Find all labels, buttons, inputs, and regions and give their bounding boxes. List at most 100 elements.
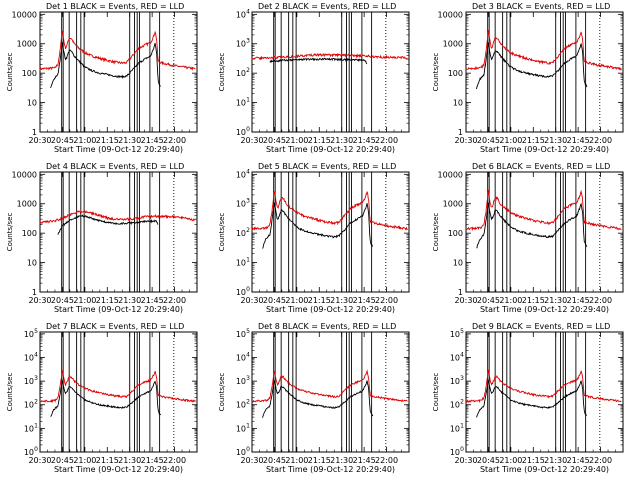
lld-series-line [39, 209, 196, 225]
svg-text:5: 5 [34, 328, 38, 335]
x-tick-label: 21:15 [308, 296, 331, 305]
plot-frame [251, 171, 410, 293]
svg-text:10: 10 [236, 229, 246, 238]
x-tick-label: 21:45 [353, 456, 376, 465]
x-axis-label: Start Time (09-Oct-12 20:29:40) [266, 465, 395, 474]
y-tick-label: 10000 [12, 170, 37, 179]
plot-frame [251, 331, 410, 453]
svg-text:0: 0 [34, 446, 38, 453]
x-tick-label: 21:30 [544, 296, 567, 305]
detector-panel-6: Det 6 BLACK = Events, RED = LLD 1 10 100 100… [432, 162, 624, 314]
svg-text:10: 10 [236, 200, 246, 209]
x-axis-label: Start Time (09-Oct-12 20:29:40) [54, 465, 183, 474]
x-tick-label: 20:30 [28, 296, 51, 305]
y-axis-label: Counts/sec [432, 53, 440, 92]
y-tick-label: 100 [448, 69, 463, 78]
y-tick-label: 10 [453, 99, 463, 108]
svg-text:0: 0 [460, 446, 464, 453]
svg-text:2: 2 [34, 399, 38, 406]
svg-text:0: 0 [246, 286, 250, 293]
panel-title: Det 5 BLACK = Events, RED = LLD [258, 162, 396, 171]
svg-text:4: 4 [34, 351, 38, 358]
y-axis-label: Counts/sec [218, 53, 226, 92]
panel-title: Det 7 BLACK = Events, RED = LLD [46, 322, 184, 331]
plot-frame [465, 331, 624, 453]
x-tick-label: 21:30 [118, 296, 141, 305]
svg-text:5: 5 [246, 328, 250, 335]
x-tick-label: 22:00 [163, 136, 186, 145]
svg-text:4: 4 [246, 168, 250, 175]
x-axis-label: Start Time (09-Oct-12 20:29:40) [480, 305, 609, 314]
lld-series-line [251, 369, 408, 403]
y-tick-label: 100 [22, 69, 37, 78]
y-tick-label: 10 [453, 259, 463, 268]
svg-text:10: 10 [24, 424, 34, 433]
events-series-line [262, 202, 374, 249]
x-tick-label: 21:30 [544, 136, 567, 145]
x-tick-label: 21:15 [522, 296, 545, 305]
y-axis-label: Counts/sec [432, 373, 440, 412]
events-series-line [269, 57, 368, 65]
x-tick-label: 21:45 [353, 136, 376, 145]
svg-text:10: 10 [450, 330, 460, 339]
detector-panel-1: Det 1 BLACK = Events, RED = LLD 1 10 100 100… [6, 2, 198, 154]
y-tick-label: 1 [458, 288, 463, 297]
svg-text:10: 10 [24, 377, 34, 386]
svg-text:10: 10 [450, 377, 460, 386]
x-axis-label: Start Time (09-Oct-12 20:29:40) [266, 145, 395, 154]
y-tick-label: 10000 [438, 170, 463, 179]
x-tick-label: 21:00 [499, 136, 522, 145]
x-tick-label: 21:15 [308, 136, 331, 145]
x-tick-label: 20:45 [477, 136, 500, 145]
x-tick-label: 20:30 [240, 296, 263, 305]
x-tick-label: 21:45 [567, 456, 590, 465]
svg-text:10: 10 [236, 99, 246, 108]
lld-series-line [465, 369, 622, 404]
x-tick-label: 20:30 [240, 456, 263, 465]
svg-text:10: 10 [236, 448, 246, 457]
svg-text:2: 2 [460, 399, 464, 406]
svg-text:10: 10 [236, 128, 246, 137]
svg-text:1: 1 [34, 422, 38, 429]
x-tick-label: 22:00 [589, 136, 612, 145]
x-tick-label: 21:30 [330, 296, 353, 305]
x-tick-label: 21:00 [499, 456, 522, 465]
x-tick-label: 20:45 [477, 456, 500, 465]
plot-frame [465, 11, 624, 133]
x-tick-label: 20:45 [263, 296, 286, 305]
x-tick-label: 20:45 [51, 296, 74, 305]
plot-frame [465, 171, 624, 293]
x-tick-label: 22:00 [163, 296, 186, 305]
svg-text:10: 10 [24, 448, 34, 457]
plot-frame [39, 331, 198, 453]
x-tick-label: 21:15 [522, 456, 545, 465]
x-tick-label: 22:00 [375, 296, 398, 305]
y-tick-label: 100 [448, 229, 463, 238]
panel-title: Det 9 BLACK = Events, RED = LLD [472, 322, 610, 331]
x-tick-label: 20:45 [51, 136, 74, 145]
panel-title: Det 3 BLACK = Events, RED = LLD [472, 2, 610, 11]
detector-panel-3: Det 3 BLACK = Events, RED = LLD 1 10 100 100… [432, 2, 624, 154]
lld-series-line [251, 191, 408, 232]
x-tick-label: 20:45 [477, 296, 500, 305]
panel-title: Det 6 BLACK = Events, RED = LLD [472, 162, 610, 171]
svg-text:2: 2 [246, 399, 250, 406]
svg-text:10: 10 [236, 424, 246, 433]
lld-series-line [39, 370, 196, 403]
y-tick-label: 1000 [443, 200, 463, 209]
x-tick-label: 21:00 [73, 296, 96, 305]
lld-series-line [251, 52, 408, 61]
plot-frame [39, 11, 198, 133]
svg-text:10: 10 [450, 424, 460, 433]
svg-text:3: 3 [460, 375, 464, 382]
svg-text:10: 10 [236, 353, 246, 362]
events-series-line [50, 380, 162, 417]
x-tick-label: 21:00 [499, 296, 522, 305]
svg-text:1: 1 [246, 422, 250, 429]
x-tick-label: 21:30 [118, 136, 141, 145]
svg-text:4: 4 [246, 351, 250, 358]
svg-text:10: 10 [450, 448, 460, 457]
